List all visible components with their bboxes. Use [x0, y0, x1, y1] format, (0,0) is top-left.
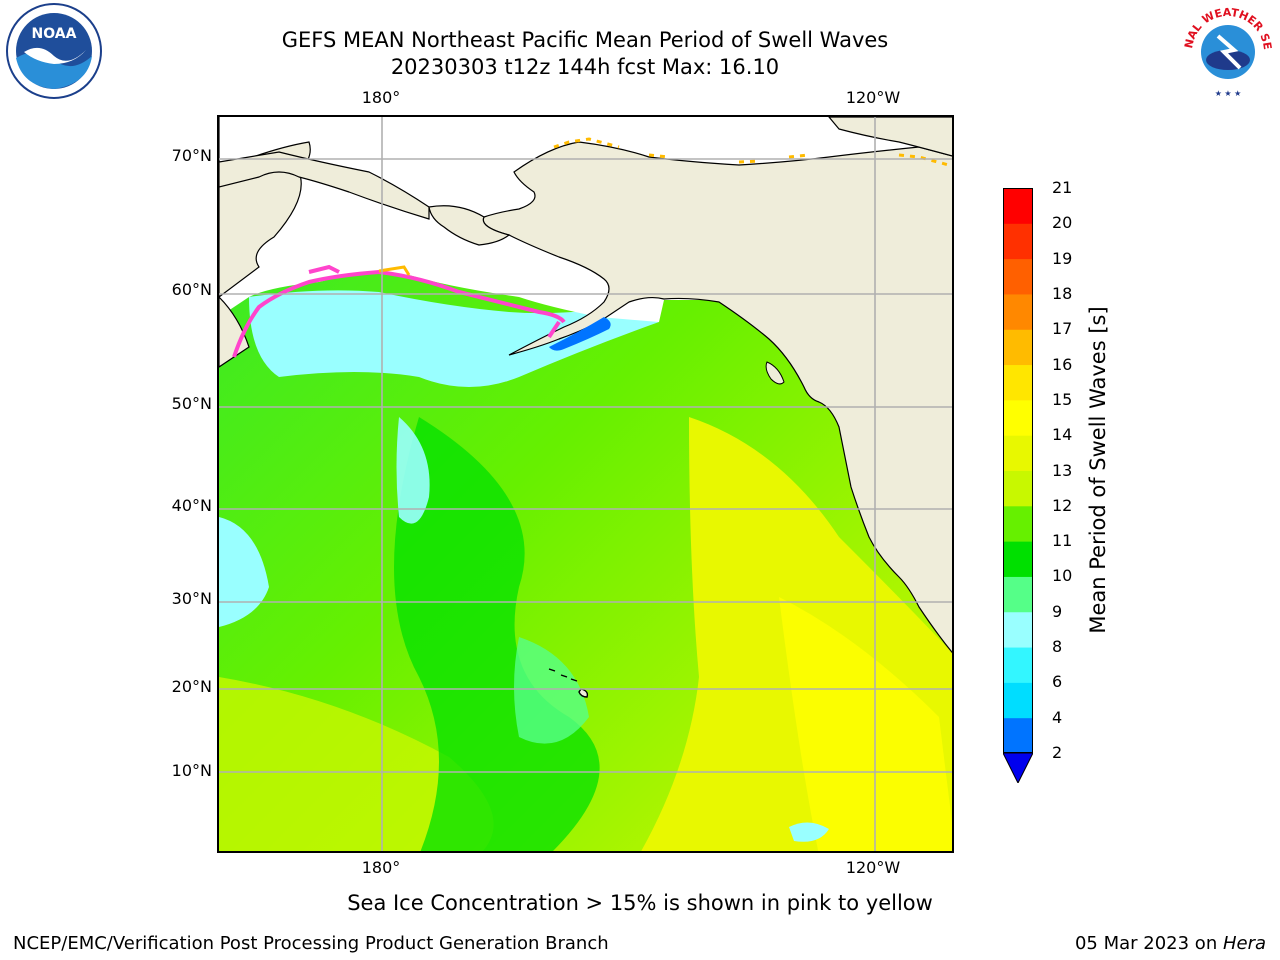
lon-label-bottom-120w: 120°W	[845, 858, 901, 877]
sea-ice-arctic	[553, 137, 952, 168]
colorbar-band	[1003, 505, 1033, 542]
noaa-logo: NOAA	[2, 2, 106, 106]
ocean-east-yellow-inner	[779, 597, 952, 851]
sea-ice-edge	[232, 264, 566, 358]
noaa-logo-text: NOAA	[32, 26, 77, 42]
map-title: GEFS MEAN Northeast Pacific Mean Period …	[281, 28, 889, 52]
colorbar-band	[1003, 576, 1033, 613]
colorbar-band	[1003, 435, 1033, 471]
colorbar-tick-label: 18	[1052, 283, 1073, 303]
lat-label-20n: 20°N	[171, 677, 212, 696]
sea-ice-edge-yellow	[378, 265, 411, 276]
ocean-short-period-patch	[549, 317, 611, 351]
colorbar-tick-label: 2	[1052, 743, 1063, 762]
lon-label-bottom-180: 180°	[361, 858, 401, 877]
colorbar-under-arrow	[1003, 752, 1033, 783]
lat-label-30n: 30°N	[171, 589, 212, 608]
swell-period-map	[217, 115, 954, 853]
colorbar-title: Mean Period of Swell Waves [s]	[1086, 306, 1110, 634]
sea-ice-footnote: Sea Ice Concentration > 15% is shown in …	[347, 891, 933, 915]
lat-label-10n: 10°N	[171, 761, 212, 780]
land-arctic-islands	[828, 117, 952, 157]
colorbar-tick-label: 19	[1052, 248, 1073, 268]
colorbar-tick-label: 21	[1052, 178, 1073, 197]
ocean-cyan-mid	[396, 417, 430, 524]
lon-label-top-180: 180°	[361, 88, 401, 107]
colorbar	[1003, 188, 1033, 783]
colorbar-band	[1003, 364, 1033, 401]
colorbar-tick-label: 16	[1052, 354, 1073, 374]
ocean-south-yellow	[219, 677, 494, 851]
lon-label-top-120w: 120°W	[845, 88, 901, 107]
colorbar-band	[1003, 293, 1033, 330]
colorbar-tick-label: 20	[1052, 213, 1073, 233]
colorbar-tick-label: 4	[1052, 707, 1063, 727]
land-chukotka	[219, 151, 430, 220]
colorbar-band	[1003, 647, 1033, 683]
colorbar-tick-label: 6	[1052, 672, 1063, 692]
colorbar-band	[1003, 223, 1033, 260]
colorbar-tick-label: 15	[1052, 389, 1073, 409]
ocean-cyan-sw	[789, 822, 829, 842]
lat-label-40n: 40°N	[171, 496, 212, 515]
colorbar-tick-label: 10	[1052, 566, 1073, 586]
map-subtitle: 20230303 t12z 144h fcst Max: 16.10	[390, 55, 780, 79]
colorbar-band	[1003, 329, 1033, 366]
ocean-teal-hawaii	[514, 637, 589, 744]
colorbar-band	[1003, 717, 1033, 754]
colorbar-band	[1003, 470, 1033, 507]
colorbar-band	[1003, 611, 1033, 648]
colorbar-tick-label: 11	[1052, 531, 1073, 551]
land-alaska-west	[428, 205, 511, 246]
colorbar-tick-label: 17	[1052, 319, 1073, 339]
colorbar-band	[1003, 399, 1033, 436]
land-vancouver-island	[765, 361, 785, 385]
colorbar-tick-label: 13	[1052, 460, 1073, 480]
svg-text:★ ★ ★: ★ ★ ★	[1215, 89, 1242, 98]
colorbar-tick-label: 14	[1052, 425, 1073, 445]
colorbar-band	[1003, 541, 1033, 577]
credit-date-text: 05 Mar 2023 on	[1074, 933, 1223, 954]
nws-logo: NATIONAL WEATHER SERVICE ★ ★ ★	[1173, 0, 1278, 106]
lat-label-70n: 70°N	[171, 146, 212, 165]
colorbar-band	[1003, 258, 1033, 295]
lat-label-60n: 60°N	[171, 280, 212, 299]
ocean-cyan-west	[219, 517, 269, 627]
land-kamchatka	[219, 296, 250, 368]
colorbar-tick-label: 8	[1052, 637, 1063, 657]
lat-label-50n: 50°N	[171, 394, 212, 413]
land-hawaii	[548, 668, 589, 698]
credit-date: 05 Mar 2023 on Hera	[1075, 933, 1266, 954]
colorbar-band	[1003, 188, 1033, 224]
land-north-america	[482, 141, 952, 654]
colorbar-tick-label: 12	[1052, 495, 1073, 515]
colorbar-tick-label: 9	[1052, 601, 1063, 621]
credit-host: Hera	[1222, 933, 1266, 954]
colorbar-band	[1003, 682, 1033, 719]
credit-branch: NCEP/EMC/Verification Post Processing Pr…	[13, 933, 609, 954]
graticule	[219, 117, 952, 851]
